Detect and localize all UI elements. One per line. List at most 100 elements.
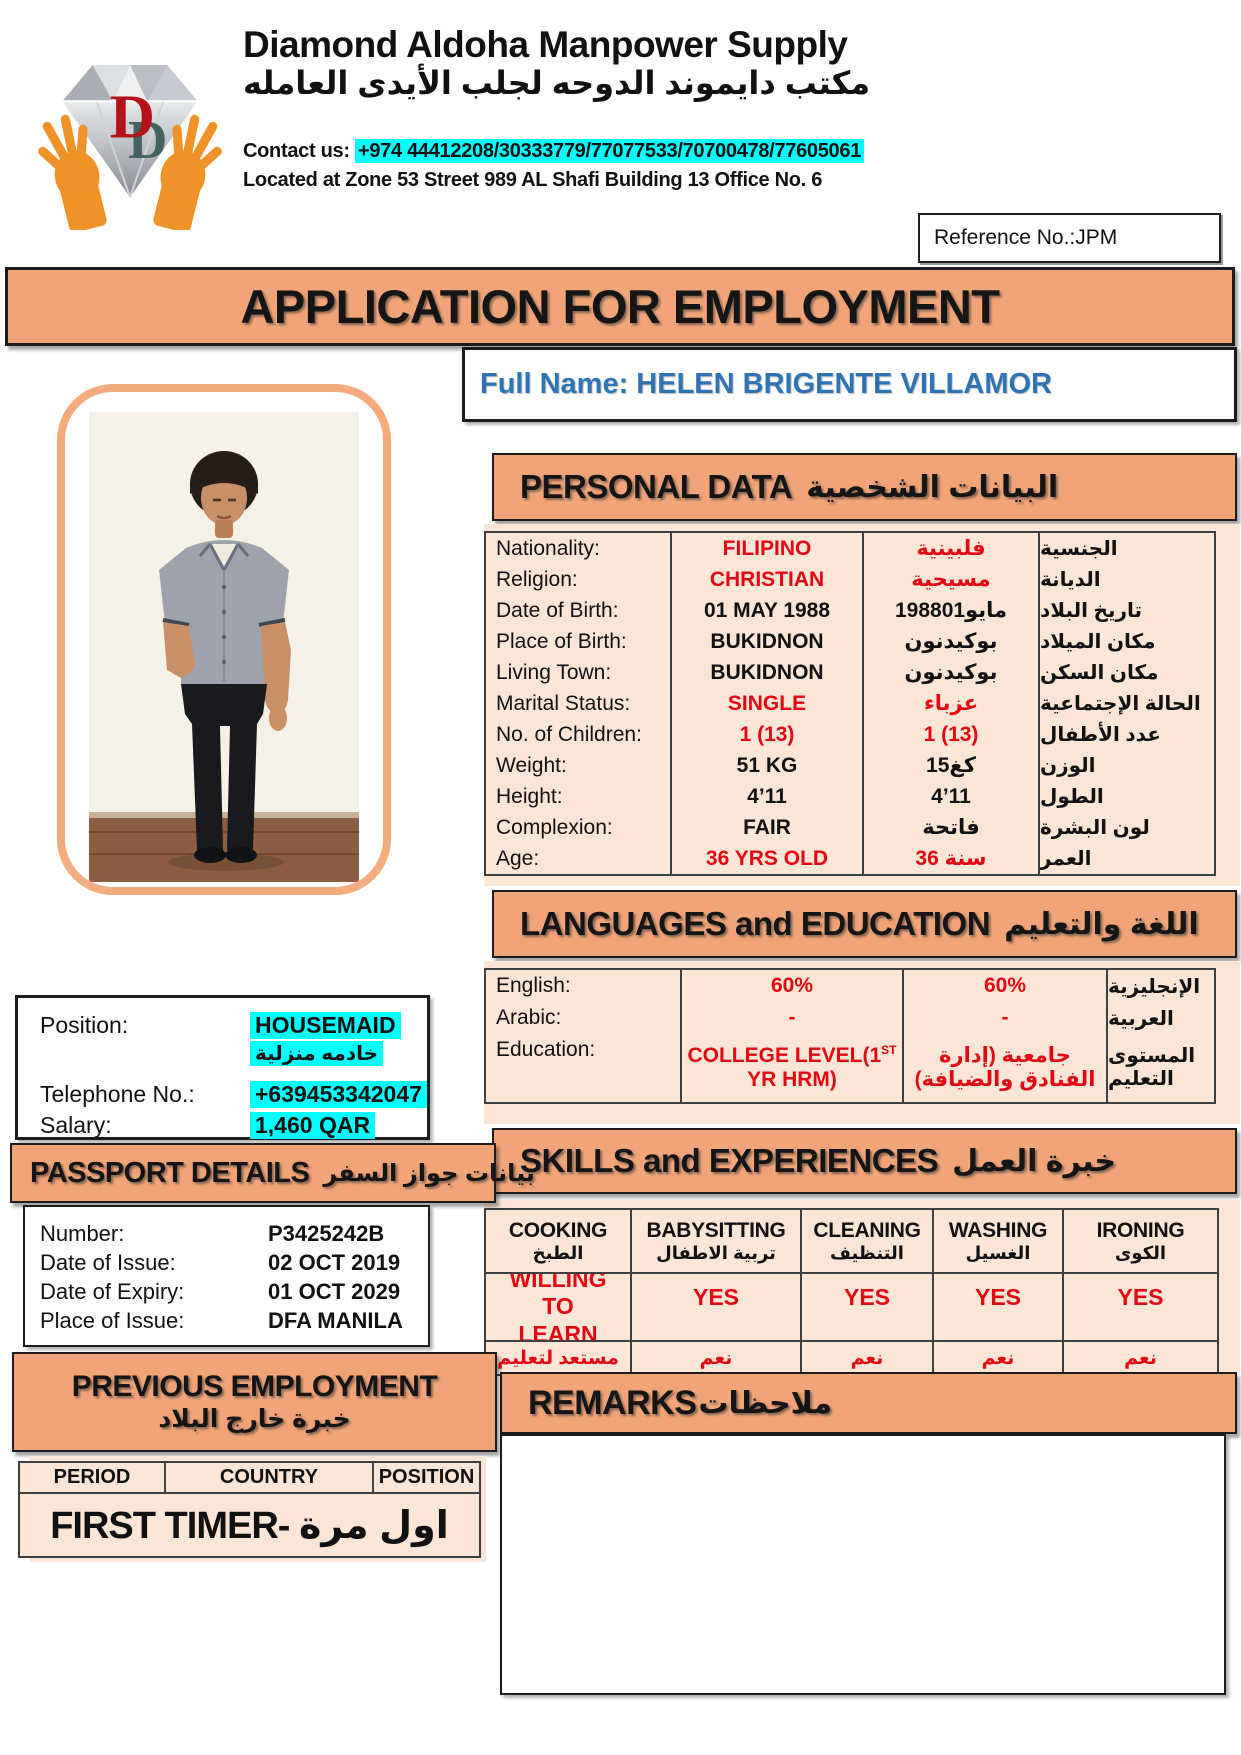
passport-field-value: DFA MANILA	[268, 1307, 403, 1333]
passport-field-label: Place of Issue:	[40, 1307, 185, 1333]
passport-field-value: 01 OCT 2029	[268, 1278, 401, 1304]
position-box: Position: HOUSEMAID خادمه منزلية Telepho…	[15, 995, 430, 1140]
skills-table: COOKING الطبخ BABYSITTING تربية الاطفال …	[484, 1208, 1219, 1376]
skill-name-arabic: التنظيف	[830, 1242, 904, 1263]
previous-employment-column: POSITION	[374, 1463, 479, 1494]
field-label-arabic: الجنسية	[1040, 538, 1118, 560]
field-value-arabic: 1 (13)	[864, 719, 1040, 750]
field-label-arabic: عدد الأطفال	[1040, 724, 1161, 746]
skill-name-arabic: الكوى	[1114, 1242, 1167, 1263]
field-label-arabic: مكان السكن	[1040, 662, 1159, 684]
left-hand-icon	[38, 114, 107, 233]
previous-employment-value: FIRST TIMER- اول مرة	[20, 1494, 479, 1556]
field-value-arabic: 1كغ5	[864, 750, 1040, 781]
field-label: No. of Children:	[486, 719, 672, 750]
personal-data-banner: PERSONAL DATA البيانات الشخصية	[492, 453, 1237, 521]
right-hand-icon	[153, 114, 222, 233]
applicant-photo-image	[89, 412, 359, 882]
field-label: Living Town:	[486, 657, 672, 688]
field-value: 51 KG	[672, 750, 864, 781]
language-value: 60%	[682, 970, 904, 1002]
field-value-arabic: بوكيدنون	[864, 626, 1040, 657]
languages-heading: LANGUAGES and EDUCATION	[520, 905, 991, 942]
skill-name: WASHING	[948, 1218, 1048, 1242]
salary-value: 1,460 QAR	[250, 1112, 376, 1139]
field-label-arabic: الحالة الإجتماعية	[1040, 693, 1201, 715]
passport-field-value: P3425242B	[268, 1220, 385, 1246]
education-value-sup: ST	[881, 1042, 897, 1057]
field-value-arabic: 4’11	[864, 781, 1040, 812]
language-label-arabic: العربية	[1108, 1007, 1174, 1030]
skill-value-arabic: نعم	[934, 1342, 1064, 1374]
company-name-arabic: مكتب دايموند الدوحه لجلب الأيدى العامله	[243, 65, 871, 101]
previous-employment-heading-arabic: خبرة خارج البلاد	[158, 1405, 351, 1433]
passport-heading: PASSPORT DETAILS	[30, 1156, 310, 1189]
education-value-post: YR HRM)	[747, 1068, 837, 1091]
field-label-arabic: مكان الميلاد	[1040, 631, 1156, 653]
field-value: BUKIDNON	[672, 657, 864, 688]
education-label: Education:	[486, 1034, 682, 1102]
previous-employment-table: PERIOD COUNTRY POSITION FIRST TIMER- اول…	[18, 1461, 481, 1558]
passport-field-label: Number:	[40, 1220, 125, 1246]
skill-name: COOKING	[508, 1218, 608, 1242]
field-label: Age:	[486, 843, 672, 874]
diamond-icon	[62, 64, 198, 198]
education-value-arabic: جامعية (إدارة الفنادق والضيافة)	[904, 1034, 1108, 1102]
field-value: BUKIDNON	[672, 626, 864, 657]
education-label-arabic-line2: التعليم	[1108, 1068, 1174, 1090]
field-value-arabic: فلبينية	[864, 533, 1040, 564]
remarks-banner: REMARKS ملاحظات	[500, 1372, 1237, 1434]
field-value: SINGLE	[672, 688, 864, 719]
education-value-pre: COLLEGE LEVEL(1	[687, 1043, 882, 1067]
languages-section-bg	[484, 961, 1240, 1124]
salary-label: Salary:	[40, 1112, 112, 1138]
languages-education-banner: LANGUAGES and EDUCATION اللغة والتعليم	[492, 890, 1237, 958]
position-label: Position:	[40, 1011, 129, 1038]
language-value: -	[682, 1002, 904, 1034]
field-value: CHRISTIAN	[672, 564, 864, 595]
field-value-arabic: سنة 36	[864, 843, 1040, 874]
field-value: 01 MAY 1988	[672, 595, 864, 626]
passport-field-value: 02 OCT 2019	[268, 1249, 401, 1275]
logo-letter: D	[110, 82, 155, 152]
field-value-arabic: عزباء	[864, 688, 1040, 719]
full-name-box: Full Name: HELEN BRIGENTE VILLAMOR	[462, 347, 1237, 422]
field-value-arabic: فاتحة	[864, 812, 1040, 843]
skill-value: YES	[802, 1274, 934, 1342]
personal-data-heading-arabic: البيانات الشخصية	[806, 470, 1059, 504]
field-label: Date of Birth:	[486, 595, 672, 626]
skills-heading-arabic: خبرة العمل	[952, 1144, 1117, 1178]
field-label: Place of Birth:	[486, 626, 672, 657]
passport-field-label: Date of Expiry:	[40, 1278, 185, 1304]
personal-data-table: Nationality: FILIPINO فلبينية الجنسية Re…	[484, 531, 1216, 876]
field-value-arabic: 1988مايو01	[864, 595, 1040, 626]
education-label-arabic-line1: المستوى	[1108, 1045, 1196, 1067]
reference-number-box: Reference No.:JPM	[918, 213, 1221, 263]
previous-employment-column: PERIOD	[20, 1463, 166, 1494]
skill-value-arabic: مستعد لتعليم	[486, 1342, 632, 1374]
skill-value-arabic: نعم	[632, 1342, 802, 1374]
field-value-arabic: بوكيدنون	[864, 657, 1040, 688]
reference-number: Reference No.:JPM	[934, 226, 1118, 249]
contact-line: Contact us: +974 44412208/30333779/77077…	[243, 139, 865, 163]
skill-name: IRONING	[1096, 1218, 1185, 1242]
remarks-box	[500, 1434, 1226, 1695]
diamond-hands-logo-icon: D D	[38, 64, 222, 233]
logo-letter-shadow: D	[128, 109, 167, 170]
languages-heading-arabic: اللغة والتعليم	[1004, 907, 1199, 941]
skill-value: YES	[934, 1274, 1064, 1342]
personal-data-heading: PERSONAL DATA	[520, 468, 793, 505]
application-title: APPLICATION FOR EMPLOYMENT	[240, 280, 1000, 333]
field-label-arabic: الطول	[1040, 786, 1104, 808]
telephone-value: +639453342047	[250, 1081, 427, 1108]
language-label-arabic: الإنجليزية	[1108, 975, 1201, 998]
field-label-arabic: لون البشرة	[1040, 817, 1150, 839]
field-label: Religion:	[486, 564, 672, 595]
field-value-arabic: مسيحية	[864, 564, 1040, 595]
language-label: Arabic:	[486, 1002, 682, 1034]
remarks-heading: REMARKS	[528, 1383, 697, 1422]
field-value: 1 (13)	[672, 719, 864, 750]
full-name-text: Full Name: HELEN BRIGENTE VILLAMOR	[480, 368, 1052, 400]
field-value: FILIPINO	[672, 533, 864, 564]
address-line: Located at Zone 53 Street 989 AL Shafi B…	[243, 169, 823, 191]
